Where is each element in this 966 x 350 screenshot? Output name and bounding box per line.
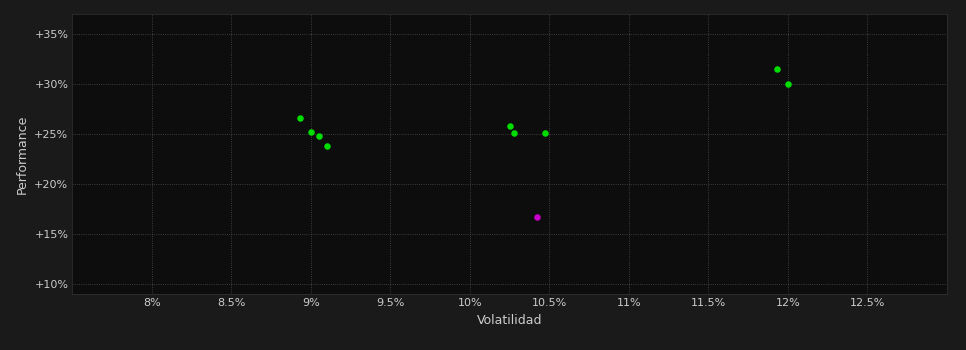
Point [780, 81, 795, 87]
Point [311, 133, 327, 139]
Point [319, 143, 334, 149]
Point [303, 129, 319, 135]
Point [537, 130, 553, 136]
Point [292, 115, 307, 121]
Point [769, 66, 784, 72]
Point [528, 214, 544, 220]
X-axis label: Volatilidad: Volatilidad [477, 314, 542, 327]
Point [506, 130, 522, 136]
Y-axis label: Performance: Performance [15, 114, 29, 194]
Point [501, 123, 517, 129]
